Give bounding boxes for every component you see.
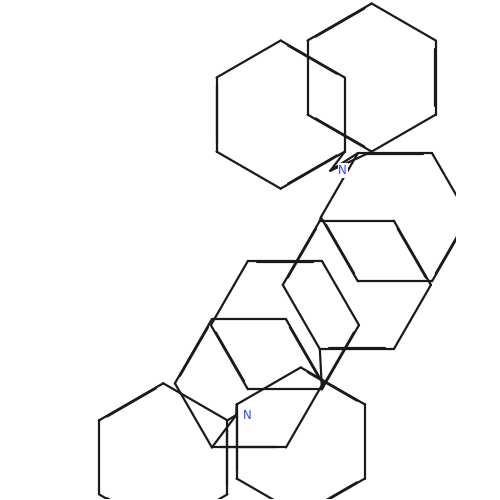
Text: N: N xyxy=(242,408,252,422)
Text: N: N xyxy=(338,164,347,177)
